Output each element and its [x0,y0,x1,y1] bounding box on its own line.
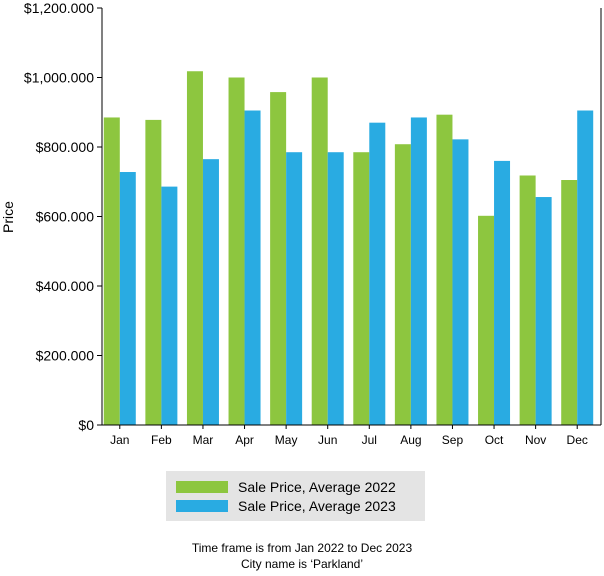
bar-2022-oct [478,215,495,425]
x-axis: Jan Feb Mar Apr May Jun Jul Aug Sep Oct Nov Dec [102,424,601,447]
x-tick-label: May [275,433,298,447]
bar-2022-nov [519,175,536,425]
legend-label-2022: Sale Price, Average 2022 [238,479,396,495]
y-tick-label: $200.000 [36,348,95,364]
bar-2022-may [270,92,287,425]
bar-2022-jan [103,117,120,426]
y-tick-label: $600.000 [36,209,95,225]
y-tick-label: $1,200.000 [24,0,94,16]
bar-2022-jun [311,77,328,425]
bar-2023-apr [244,110,261,425]
legend-item-2023: Sale Price, Average 2023 [176,497,396,515]
y-tick-label: $800.000 [36,139,95,155]
bar-2023-feb [161,186,178,425]
bar-2022-mar [186,71,203,426]
bar-2023-sep [452,139,469,426]
bar-2023-aug [410,117,427,426]
bar-2022-jul [353,152,370,425]
bar-2023-nov [535,197,552,425]
legend-label-2023: Sale Price, Average 2023 [238,498,396,514]
x-tick-label: Oct [485,433,504,447]
legend-item-2022: Sale Price, Average 2022 [176,478,396,496]
footnote-city: City name is ‘Parkland’ [240,557,364,571]
bar-2023-mar [202,159,219,425]
legend: Sale Price, Average 2022 Sale Price, Ave… [166,471,425,521]
x-tick-label: Feb [151,433,172,447]
footnote-timeframe: Time frame is from Jan 2022 to Dec 2023 [191,541,413,555]
bar-2022-aug [394,144,411,425]
bar-2023-jan [119,172,136,425]
bar-2023-may [286,152,303,425]
legend-swatch-2023 [176,500,228,512]
bar-2023-jun [327,152,344,425]
x-tick-label: Aug [400,433,421,447]
bars [103,71,594,426]
bar-chart: $0 $200.000 $400.000 $600.000 $800.000 $1,000… [0,0,602,447]
x-tick-label: Jun [318,433,337,447]
y-axis-label: Price [0,201,16,233]
bar-2022-sep [436,114,453,426]
x-tick-label: Dec [567,433,588,447]
y-tick-label: $400.000 [36,278,95,294]
bar-2023-jul [369,122,386,426]
x-tick-label: Apr [235,433,254,447]
bar-2023-oct [494,160,511,425]
legend-swatch-2022 [176,481,228,493]
bar-2022-feb [145,119,162,426]
y-axis: $0 $200.000 $400.000 $600.000 $800.000 $1,000… [24,0,602,433]
x-tick-label: Mar [193,433,214,447]
x-tick-label: Nov [525,433,546,447]
y-tick-label: $0 [78,417,94,433]
y-tick-label: $1,000.000 [24,70,94,86]
bar-2023-dec [577,110,594,425]
x-tick-label: Jan [110,433,129,447]
x-tick-label: Sep [442,433,464,447]
bar-2022-apr [228,77,245,425]
x-tick-label: Jul [362,433,377,447]
bar-2022-dec [561,180,578,425]
